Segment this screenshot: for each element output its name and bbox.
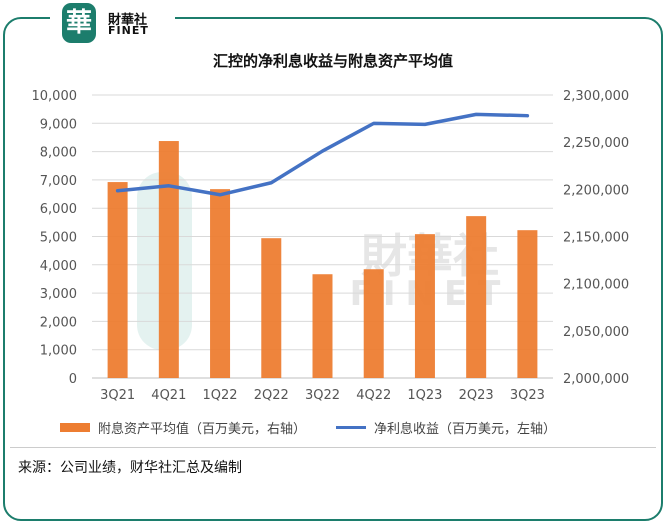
- chart-frame: [3, 17, 663, 521]
- source-note: 来源：公司业绩，财华社汇总及编制: [18, 460, 242, 476]
- logo-cn-text: 財華社: [108, 13, 148, 28]
- left-axis-tick: 10,000: [32, 89, 78, 104]
- left-axis-tick: 3,000: [40, 287, 77, 302]
- legend-line-swatch: [336, 426, 367, 429]
- left-axis-tick: 4,000: [40, 259, 77, 274]
- legend-bar-swatch: [60, 423, 90, 432]
- x-axis-tick: 3Q23: [510, 388, 545, 403]
- right-axis-tick: 2,050,000: [563, 325, 629, 340]
- left-axis-tick: 8,000: [40, 146, 77, 161]
- left-axis-tick: 2,000: [40, 315, 77, 330]
- x-axis-tick: 4Q21: [151, 388, 186, 403]
- x-axis-tick: 3Q21: [100, 388, 135, 403]
- left-axis-tick: 5,000: [40, 231, 77, 246]
- x-axis-tick: 1Q22: [203, 388, 238, 403]
- x-axis-tick: 3Q22: [305, 388, 340, 403]
- bar: [517, 230, 538, 378]
- bar: [107, 182, 128, 378]
- logo-en-text: FINET: [108, 24, 149, 37]
- bar: [261, 238, 282, 378]
- legend: 附息资产平均值（百万美元，右轴） 净利息收益（百万美元，左轴）: [60, 418, 556, 437]
- right-axis-tick: 2,200,000: [563, 183, 629, 198]
- bar: [414, 234, 435, 378]
- left-axis-tick: 0: [69, 372, 77, 387]
- right-axis-tick: 2,100,000: [563, 278, 629, 293]
- divider: [10, 447, 656, 448]
- x-axis-tick: 2Q22: [254, 388, 289, 403]
- bar: [210, 189, 231, 378]
- x-axis-tick: 2Q23: [459, 388, 494, 403]
- x-axis-tick: 4Q22: [356, 388, 391, 403]
- chart-title: 汇控的净利息收益与附息资产平均值: [212, 52, 453, 70]
- bar: [363, 269, 384, 378]
- bar: [466, 216, 487, 378]
- right-axis-tick: 2,000,000: [563, 372, 629, 387]
- bar: [312, 274, 333, 378]
- right-axis-tick: 2,300,000: [563, 89, 629, 104]
- left-axis-tick: 6,000: [40, 202, 77, 217]
- bar: [158, 141, 179, 378]
- right-axis-tick: 2,150,000: [563, 231, 629, 246]
- left-axis-tick: 9,000: [40, 117, 77, 132]
- legend-bar-label: 附息资产平均值（百万美元，右轴）: [98, 422, 307, 437]
- left-axis-tick: 7,000: [40, 174, 77, 189]
- legend-line-label: 净利息收益（百万美元，左轴）: [374, 422, 557, 437]
- left-axis-tick: 1,000: [40, 344, 77, 359]
- x-axis-tick: 1Q23: [407, 388, 442, 403]
- right-axis-tick: 2,250,000: [563, 136, 629, 151]
- finet-logo-seal: 華: [62, 3, 96, 43]
